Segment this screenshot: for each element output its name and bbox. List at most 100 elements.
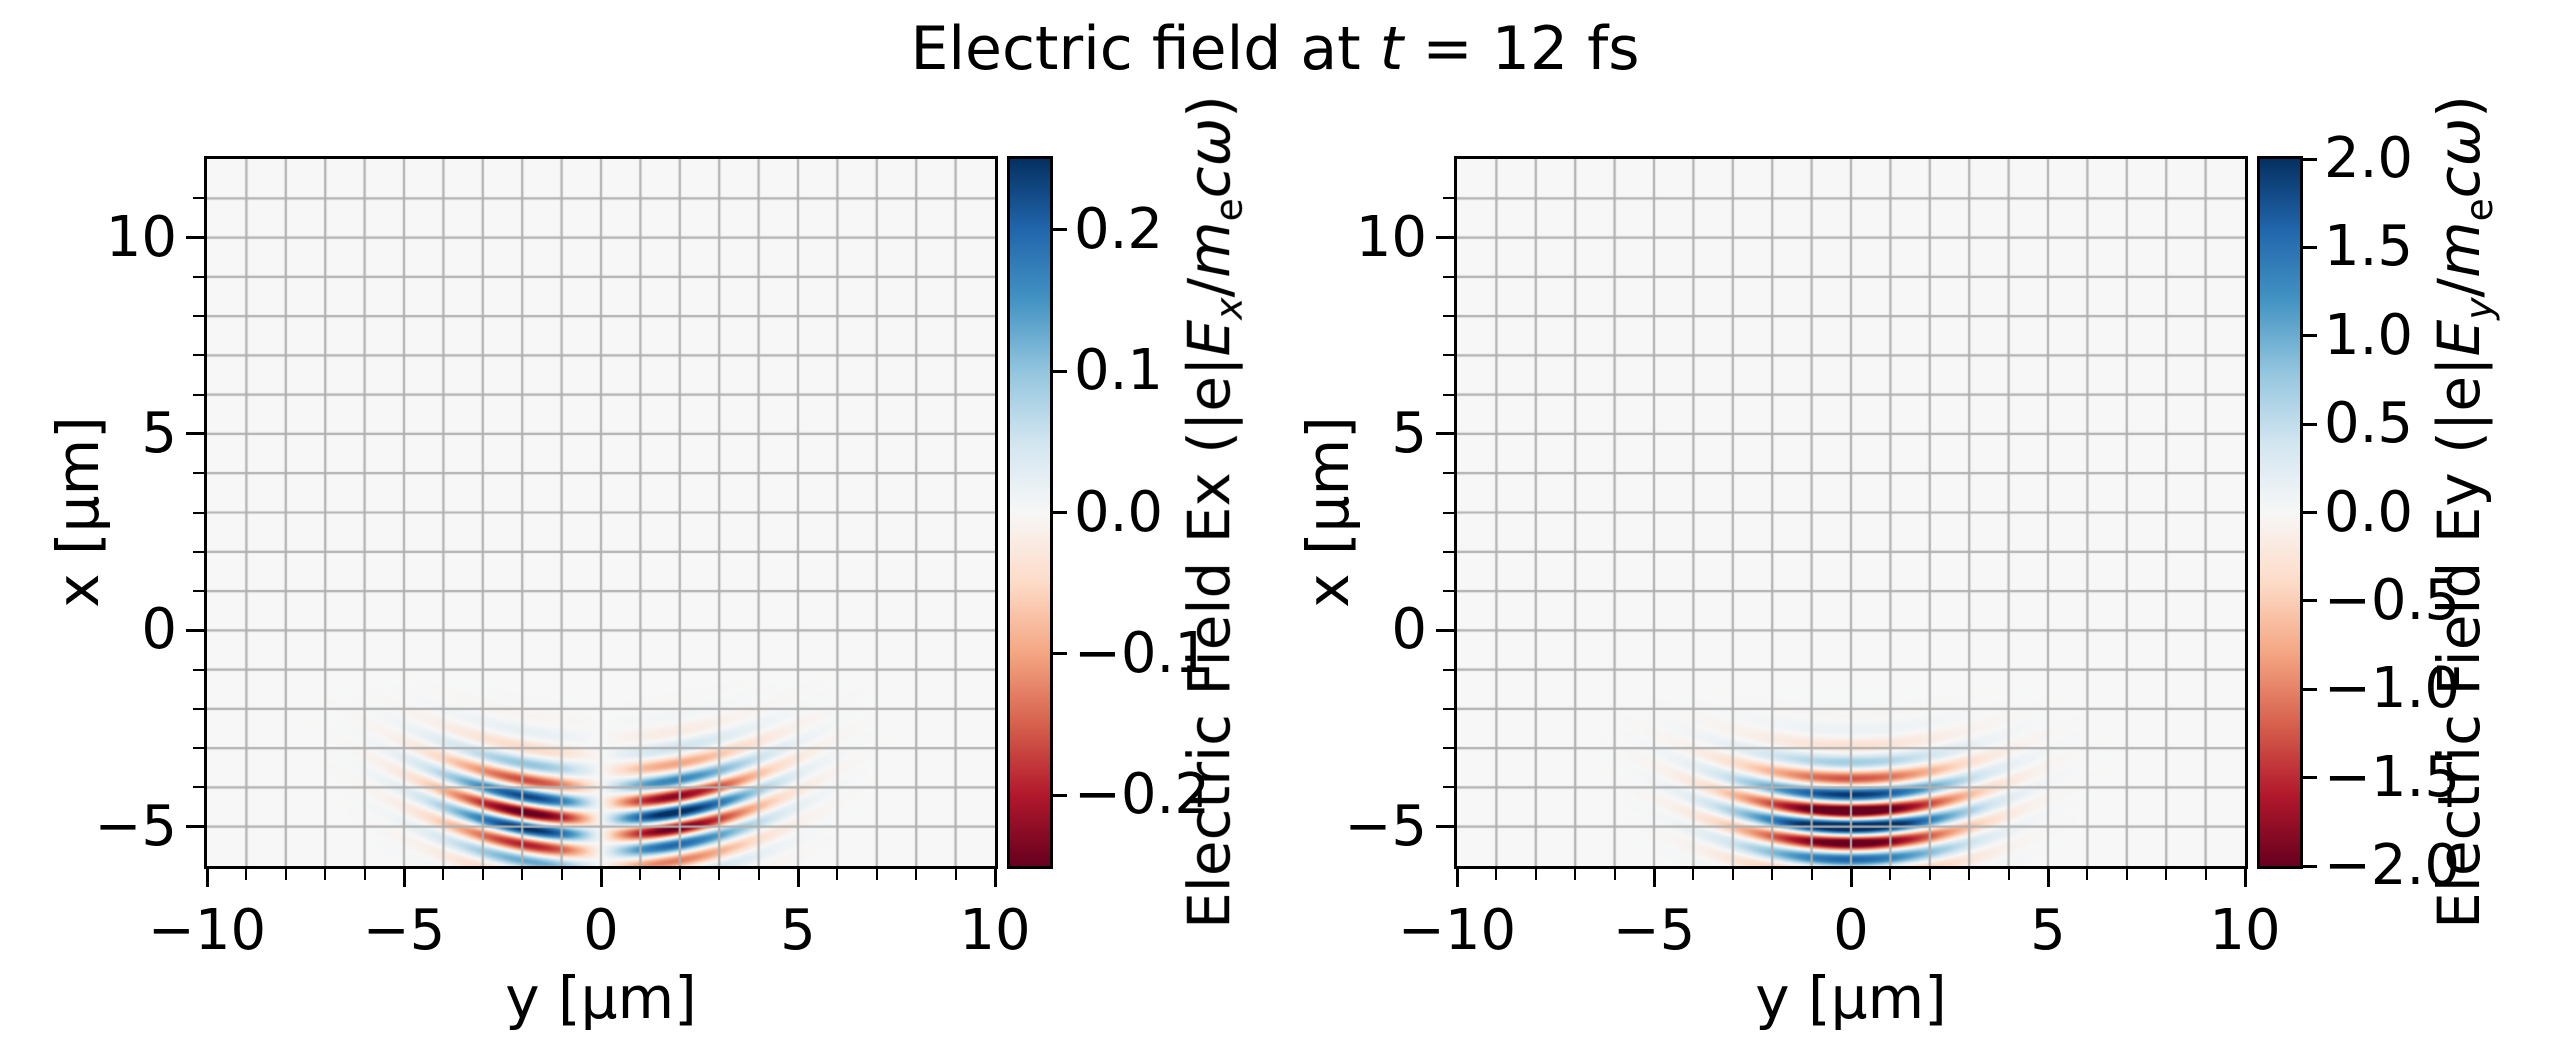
colorbar-label-ey: Electric Field Ey (|e|Ey/mecω): [2425, 95, 2501, 929]
x-minor-tick: [2204, 869, 2207, 880]
y-major-tick: [1436, 236, 1454, 240]
colorbar-tick-label: −0.1: [1074, 620, 1210, 686]
y-minor-tick: [1443, 472, 1454, 475]
colorbar-tick-label: 0.0: [2324, 479, 2414, 545]
x-tick-label: −5: [362, 898, 446, 963]
colorbar-tick: [1053, 793, 1067, 797]
y-tick-label: 5: [141, 400, 177, 466]
y-major-tick: [186, 825, 204, 829]
cbar-label-ey-comega: cω: [2425, 117, 2494, 199]
x-major-tick: [1455, 869, 1459, 887]
cbar-label-ey-close: ): [2425, 95, 2494, 118]
cbar-label-ey-pre: Electric Field Ey (|e|: [2425, 356, 2494, 929]
colorbar-ex: 0.2 0.1 0.0 −0.1 −0.2 Electric Field Ex (|e|…: [1007, 95, 1251, 929]
y-tick-label: −5: [1344, 793, 1427, 859]
subplot-ex: −10 −5 0 5 10 10 5 0 −5 x [μm] y [μm]: [44, 156, 1031, 1032]
colorbar-tick: [1053, 652, 1067, 656]
colorbar-tick-label: −1.5: [2324, 744, 2460, 810]
y-tick-label: 0: [141, 597, 177, 663]
y-minor-tick: [1443, 511, 1454, 514]
y-minor-tick: [1443, 550, 1454, 553]
y-minor-tick: [1443, 275, 1454, 278]
y-minor-tick: [1443, 786, 1454, 789]
cbar-label-ey-E: E: [2425, 319, 2494, 357]
y-minor-tick: [193, 707, 204, 710]
colorbar-tick: [2303, 864, 2317, 868]
x-minor-tick: [1495, 869, 1498, 880]
x-minor-tick: [324, 869, 327, 880]
x-tick-label: 5: [780, 898, 816, 963]
y-minor-tick: [1443, 197, 1454, 200]
ylabel-ey: x [μm]: [1294, 416, 1362, 608]
x-minor-tick: [1574, 869, 1577, 880]
colorbar-tick-label: 1.5: [2324, 214, 2414, 280]
y-minor-tick: [193, 472, 204, 475]
x-major-tick: [402, 869, 406, 887]
y-minor-tick: [193, 590, 204, 593]
y-minor-tick: [193, 747, 204, 750]
colorbar-tick: [2303, 422, 2317, 426]
x-minor-tick: [1613, 869, 1616, 880]
x-minor-tick: [481, 869, 484, 880]
x-major-tick: [599, 869, 603, 887]
x-major-tick: [205, 869, 209, 887]
ylabel-ex: x [μm]: [44, 416, 112, 608]
colorbar-tick: [2303, 245, 2317, 249]
y-tick-label: 10: [105, 204, 177, 270]
x-minor-tick: [1928, 869, 1931, 880]
x-minor-tick: [245, 869, 248, 880]
y-minor-tick: [193, 668, 204, 671]
y-minor-tick: [193, 786, 204, 789]
x-minor-tick: [1810, 869, 1813, 880]
colorbar-tick: [2303, 776, 2317, 780]
x-minor-tick: [2007, 869, 2010, 880]
cbar-label-ex-slash: /: [1175, 277, 1244, 298]
colorbar-tick: [1053, 511, 1067, 514]
title-pre: Electric field at: [910, 14, 1380, 84]
x-tick-label: 0: [583, 898, 619, 963]
x-tick-label: 5: [2030, 898, 2066, 963]
cbar-label-ey-msub: e: [2456, 198, 2501, 222]
colorbar-tick: [1053, 228, 1067, 232]
colorbar-tick: [2303, 687, 2317, 691]
cbar-label-ex-close: ): [1175, 95, 1244, 118]
x-minor-tick: [1731, 869, 1734, 880]
colorbar-tick-label: −2.0: [2324, 833, 2460, 898]
y-tick-label: −5: [94, 793, 177, 859]
x-minor-tick: [954, 869, 957, 880]
x-tick-label: 0: [1833, 898, 1869, 963]
x-tick-label: −10: [1397, 898, 1517, 963]
heatmap-ey-canvas: [1457, 159, 2245, 866]
colorbar-tick: [1053, 369, 1067, 373]
x-tick-label: −5: [1612, 898, 1696, 963]
colorbar-tick: [2303, 599, 2317, 603]
y-tick-label: 10: [1355, 204, 1427, 270]
x-minor-tick: [915, 869, 918, 880]
cbar-label-ex-E: E: [1175, 319, 1244, 357]
xlabel-ey: y [μm]: [1755, 964, 1947, 1032]
x-minor-tick: [1771, 869, 1774, 880]
colorbar-tick-label: 2.0: [2324, 126, 2414, 191]
y-minor-tick: [193, 197, 204, 200]
x-major-tick: [1849, 869, 1853, 887]
x-minor-tick: [1889, 869, 1892, 880]
y-minor-tick: [1443, 668, 1454, 671]
x-minor-tick: [560, 869, 563, 880]
y-minor-tick: [193, 511, 204, 514]
y-minor-tick: [193, 354, 204, 357]
x-tick-label: 10: [2209, 898, 2281, 963]
x-minor-tick: [284, 869, 287, 880]
x-minor-tick: [521, 869, 524, 880]
y-minor-tick: [193, 315, 204, 318]
colorbar-gradient-ex: [1010, 159, 1050, 866]
x-minor-tick: [1968, 869, 1971, 880]
x-tick-label: 10: [959, 898, 1031, 963]
colorbar-tick-label: 0.2: [1074, 196, 1164, 262]
colorbar-tick-label: 0.1: [1074, 338, 1164, 404]
colorbar-tick: [2303, 157, 2317, 161]
colorbar-tick-label: −0.2: [1074, 762, 1210, 828]
x-major-tick: [2046, 869, 2050, 887]
x-minor-tick: [2086, 869, 2089, 880]
title-post: = 12 fs: [1403, 14, 1640, 84]
